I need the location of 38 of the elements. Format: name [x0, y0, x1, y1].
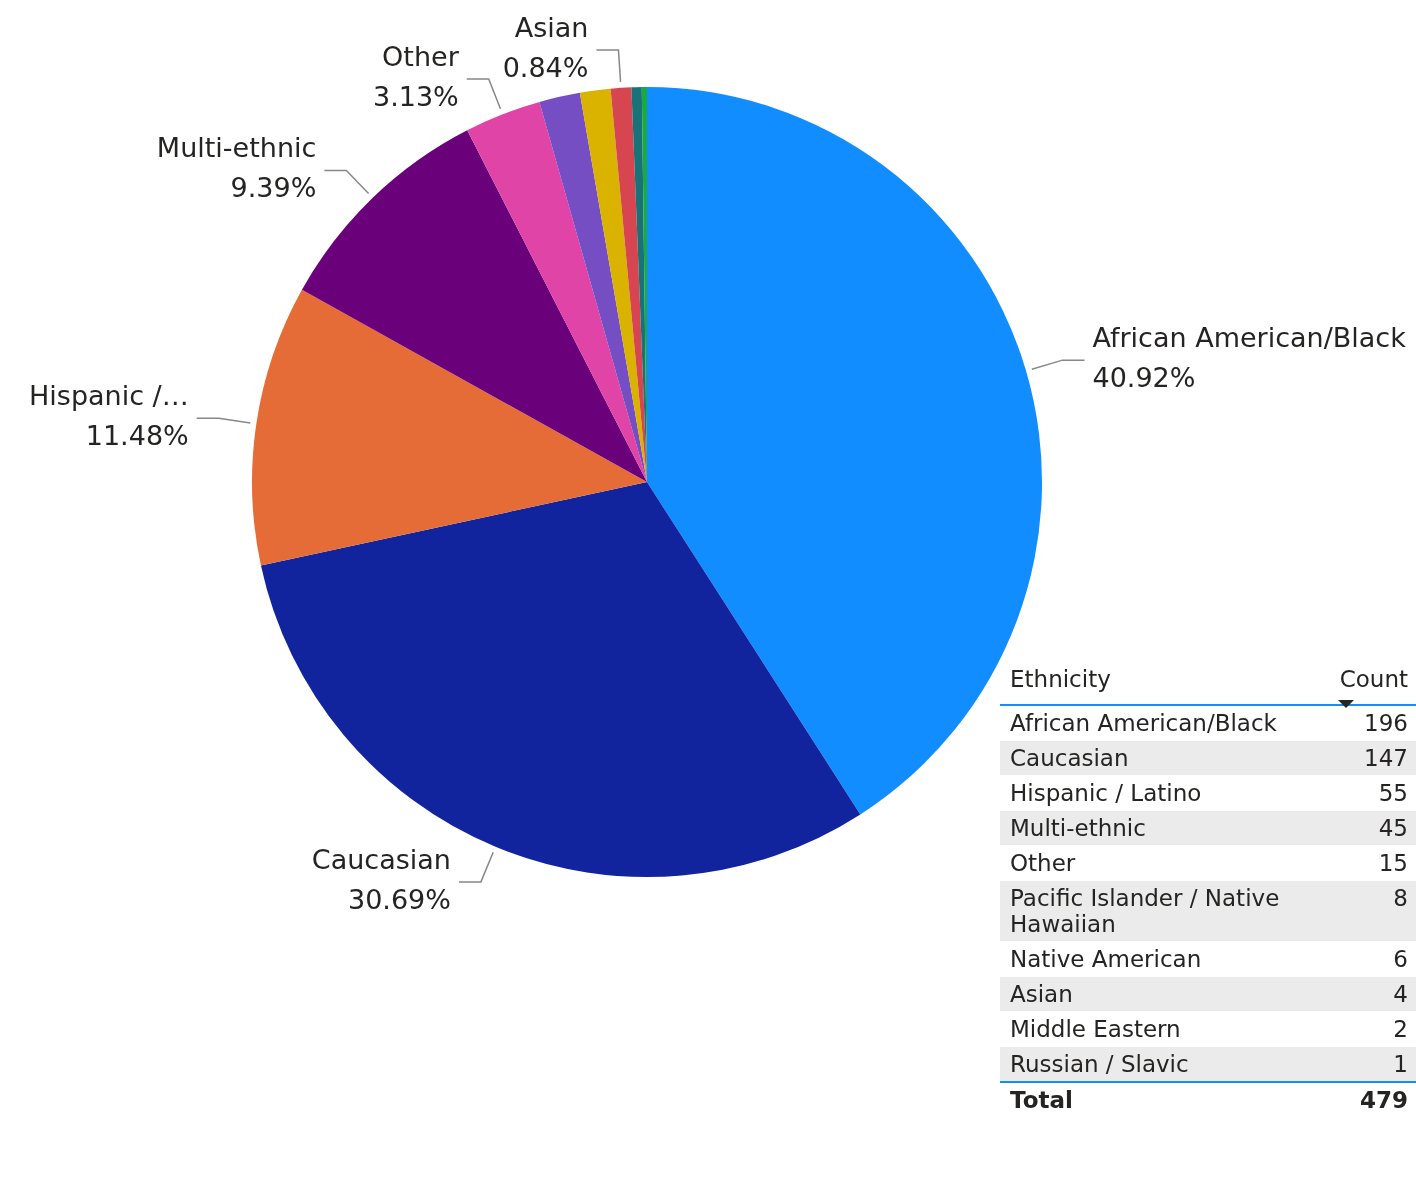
data-label: 55 — [1377, 779, 1409, 808]
data-label: 9.39% — [230, 172, 317, 204]
category-label: African American/Black — [1009, 709, 1278, 738]
slice-label: Multi-ethnic — [156, 132, 317, 164]
text: Ethnicity — [1009, 665, 1112, 694]
data-label: 8 — [1392, 884, 1409, 913]
slice-label: Caucasian — [311, 843, 451, 875]
category-label: Multi-ethnic — [1009, 814, 1147, 843]
data-label: 4 — [1392, 980, 1409, 1009]
category-label: Russian / Slavic — [1009, 1050, 1190, 1079]
data-label: 11.48% — [85, 420, 189, 452]
data-label: 30.69% — [347, 883, 451, 915]
text: 479 — [1359, 1086, 1409, 1115]
category-label: Pacific Islander / Native Hawaiian — [1009, 884, 1281, 939]
slice-label: Asian — [514, 11, 589, 43]
data-label: 1 — [1392, 1050, 1409, 1079]
data-label: 147 — [1363, 744, 1409, 773]
data-label: 3.13% — [372, 80, 459, 112]
category-label: Middle Eastern — [1009, 1015, 1182, 1044]
slice-label: African American/Black — [1092, 322, 1407, 354]
data-label: 6 — [1392, 945, 1409, 974]
text: Count — [1338, 665, 1409, 694]
data-label: 2 — [1392, 1015, 1409, 1044]
data-label: 196 — [1363, 709, 1409, 738]
slice-label: Hispanic /… — [29, 380, 189, 412]
data-label: 45 — [1377, 814, 1409, 843]
row-stripe: Asian 4 — [1000, 976, 1416, 1012]
slice-label: Other — [382, 40, 460, 72]
row-stripe: Russian / Slavic 1 — [1000, 1046, 1416, 1082]
data-label: 40.92% — [1092, 362, 1196, 394]
data-label: 0.84% — [502, 51, 589, 83]
data-label: 15 — [1377, 849, 1409, 878]
category-label: Other — [1009, 849, 1077, 878]
category-label: Native American — [1009, 945, 1203, 974]
text: Total — [1009, 1086, 1074, 1115]
category-label: Hispanic / Latino — [1009, 779, 1203, 808]
category-label: Caucasian — [1009, 744, 1130, 773]
category-label: Asian — [1009, 980, 1074, 1009]
